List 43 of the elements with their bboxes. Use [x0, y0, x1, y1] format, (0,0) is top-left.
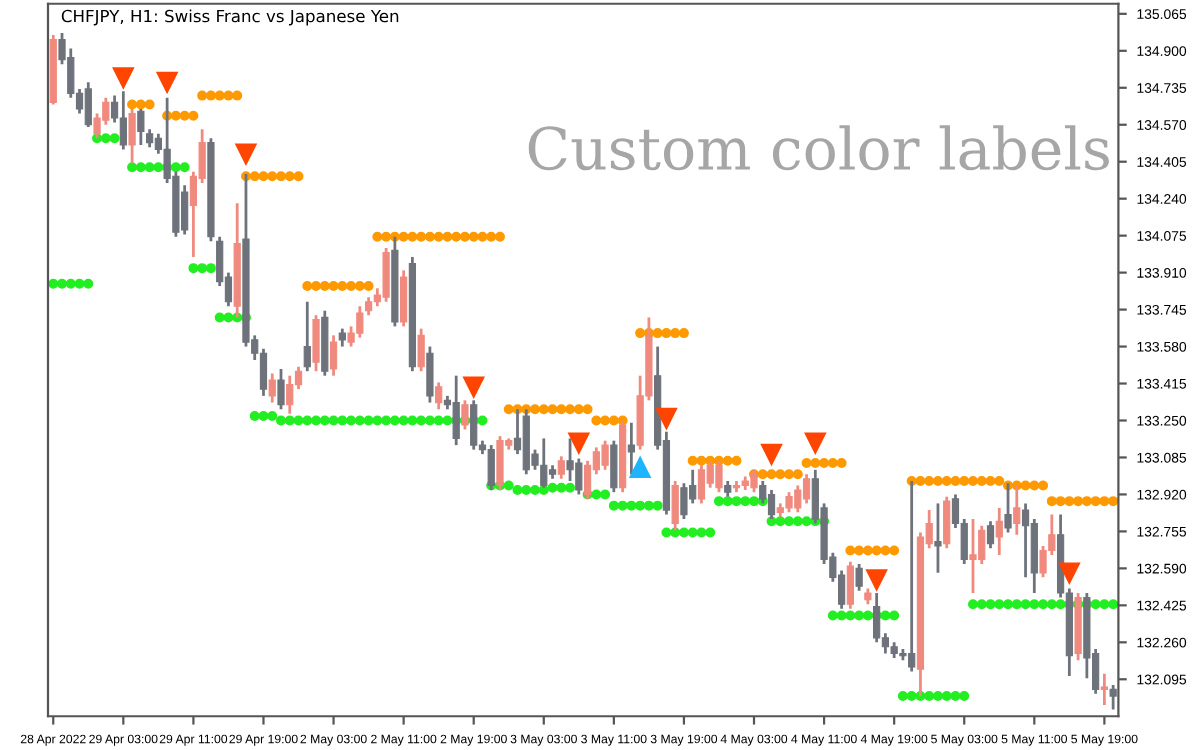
point [804, 432, 826, 454]
candlestick [303, 300, 311, 373]
point [629, 457, 651, 478]
chart-title: CHFJPY, H1: Swiss Franc vs Japanese Yen [61, 9, 399, 26]
annotation: Custom color labels [528, 125, 1109, 171]
point [568, 432, 590, 454]
point [1058, 562, 1080, 584]
point [656, 407, 677, 429]
candlestick [259, 347, 268, 398]
candlestick [627, 421, 635, 476]
candlestick [969, 517, 977, 595]
point [866, 569, 888, 590]
candlestick [312, 313, 320, 373]
candlestick [601, 439, 609, 472]
candlestick [934, 502, 942, 575]
candlestick [84, 80, 92, 129]
candlestick [400, 268, 408, 328]
candlestick [1109, 683, 1117, 711]
candlestick [557, 454, 565, 481]
candlestick [855, 562, 863, 593]
candlestick [610, 439, 618, 494]
candlestick [1100, 672, 1109, 707]
candlestick [268, 372, 276, 404]
candlestick [846, 560, 854, 611]
candlestick [802, 472, 811, 505]
candlestick [417, 327, 425, 373]
candlestick [435, 381, 443, 411]
point [761, 443, 782, 465]
candlestick [1013, 484, 1021, 537]
candlestick [943, 495, 951, 550]
point [112, 67, 134, 89]
candlestick [1021, 502, 1030, 579]
candlestick [995, 506, 1003, 557]
candlestick [426, 345, 434, 404]
candlestick [986, 519, 995, 550]
candlestick [286, 374, 294, 416]
candlestick [277, 367, 285, 411]
candlestick [382, 246, 390, 304]
candlestick [119, 89, 127, 151]
point [463, 376, 485, 398]
candlestick [329, 333, 338, 378]
point [156, 71, 178, 93]
point [235, 143, 257, 165]
